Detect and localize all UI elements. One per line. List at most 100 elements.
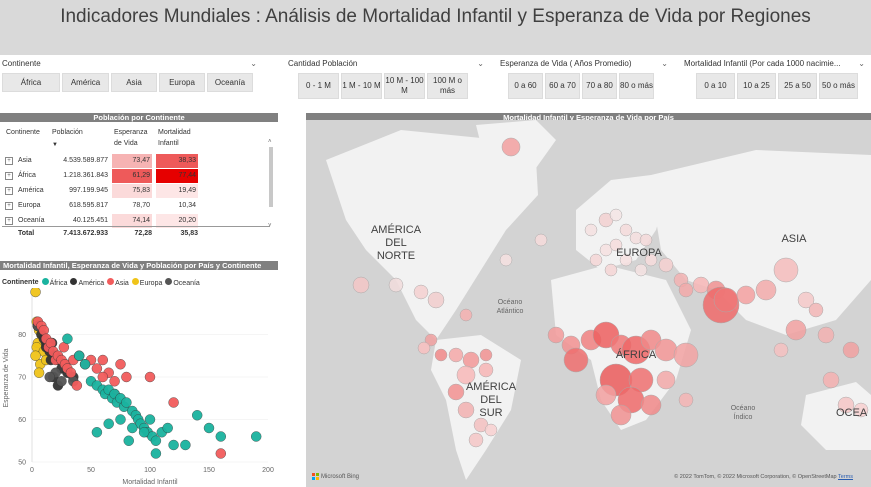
map-bubble[interactable] (755, 279, 777, 301)
chevron-down-icon[interactable]: ⌄ (858, 59, 865, 68)
map-bubble[interactable] (842, 341, 860, 359)
slicer-option-europa[interactable]: Europa (159, 73, 205, 92)
map-bubble[interactable] (619, 223, 633, 237)
scatter-chart[interactable]: 50 60 70 80 0 50 100 150 200 Mortalidad Infantil… (0, 288, 278, 487)
scatter-point-áfrica[interactable] (180, 439, 191, 451)
scatter-point-áfrica[interactable] (150, 448, 162, 459)
map-bubble[interactable] (692, 276, 710, 294)
scatter-point-asia[interactable] (97, 371, 109, 383)
map-terms-link[interactable]: Terms (838, 474, 853, 480)
scatter-point-áfrica[interactable] (168, 439, 179, 451)
map-bubble[interactable] (599, 243, 613, 257)
world-map[interactable]: AMÉRICA DEL NORTE EUROPA ASIA ÁFRICA AMÉ… (306, 120, 871, 487)
table-row[interactable]: + Asia 4.539.589.877 73,47 38,33 (2, 154, 270, 168)
slicer-option-1m-10m[interactable]: 1 M - 10 M (341, 73, 382, 99)
slicer-option-25-50[interactable]: 25 a 50 (778, 73, 817, 99)
slicer-option-60-70[interactable]: 60 a 70 (545, 73, 580, 99)
scatter-point-áfrica[interactable] (103, 418, 114, 429)
map-bubble[interactable] (837, 396, 855, 414)
scatter-point-europa[interactable] (33, 367, 45, 378)
map-bubble[interactable] (448, 347, 464, 363)
legend-item[interactable]: Europa (131, 278, 162, 287)
scatter-point-áfrica[interactable] (138, 427, 150, 438)
map-bubble[interactable] (658, 257, 674, 273)
map-bubble[interactable] (785, 319, 807, 341)
map-bubble[interactable] (736, 285, 756, 305)
legend-item[interactable]: Oceanía (165, 278, 200, 287)
map-bubble[interactable] (713, 287, 739, 313)
slicer-option-america[interactable]: América (62, 73, 109, 92)
scatter-point-asia[interactable] (215, 448, 227, 459)
map-bubble[interactable] (640, 394, 662, 416)
scatter-point-áfrica[interactable] (191, 410, 203, 421)
scatter-point-asia[interactable] (144, 371, 156, 383)
scatter-point-asia[interactable] (121, 371, 132, 383)
chevron-down-icon[interactable]: ⌄ (661, 59, 668, 68)
scatter-point-oceanía[interactable] (56, 376, 67, 387)
scatter-point-áfrica[interactable] (215, 431, 227, 442)
slicer-option-50-plus[interactable]: 50 o más (819, 73, 858, 99)
table-row[interactable]: + América 997.199.945 75,83 19,49 (2, 184, 270, 198)
expand-icon[interactable]: + (5, 157, 13, 165)
scatter-point-áfrica[interactable] (62, 333, 73, 344)
map-bubble[interactable] (462, 351, 480, 369)
slicer-option-oceania[interactable]: Oceanía (207, 73, 253, 92)
scatter-point-asia[interactable] (71, 380, 83, 391)
slicer-option-10m-100m[interactable]: 10 M - 100 M (384, 73, 425, 99)
map-bubble[interactable] (822, 371, 840, 389)
chevron-down-icon[interactable]: ˅ (268, 223, 272, 229)
map-bubble[interactable] (457, 401, 475, 419)
chevron-down-icon[interactable]: ⌄ (477, 59, 484, 68)
col-header-poblacion[interactable]: Población (52, 129, 83, 136)
scatter-point-asia[interactable] (97, 354, 109, 366)
slicer-option-0-10[interactable]: 0 a 10 (696, 73, 735, 99)
map-bubble[interactable] (609, 208, 623, 222)
map-bubble[interactable] (468, 432, 484, 448)
table-row[interactable]: + Oceanía 40.125.451 74,14 20,20 (2, 214, 270, 228)
slicer-option-0-60[interactable]: 0 a 60 (508, 73, 543, 99)
map-bubble[interactable] (619, 253, 633, 267)
map-bubble[interactable] (424, 333, 438, 347)
map-bubble[interactable] (584, 223, 598, 237)
scatter-point-asia[interactable] (115, 359, 126, 370)
slicer-option-10-25[interactable]: 10 a 25 (737, 73, 776, 99)
slicer-option-100m-plus[interactable]: 100 M o más (427, 73, 468, 99)
map-bubble[interactable] (634, 263, 648, 277)
expand-icon[interactable]: + (5, 172, 13, 180)
legend-item[interactable]: Asia (107, 278, 129, 287)
map-bubble[interactable] (817, 326, 835, 344)
scatter-point-asia[interactable] (168, 397, 179, 408)
map-bubble[interactable] (604, 263, 618, 277)
slicer-option-80-plus[interactable]: 80 o más (619, 73, 654, 99)
scatter-point-áfrica[interactable] (73, 350, 85, 361)
sort-desc-icon[interactable]: ▼ (52, 142, 58, 148)
map-bubble[interactable] (434, 348, 448, 362)
scatter-point-áfrica[interactable] (150, 435, 162, 446)
map-bubble[interactable] (589, 253, 603, 267)
map-bubble[interactable] (479, 348, 493, 362)
map-bubble[interactable] (654, 338, 678, 362)
map-bubble[interactable] (797, 291, 815, 309)
table-scrollbar[interactable]: ˄ ˅ (268, 139, 274, 231)
scatter-point-oceanía[interactable] (44, 371, 55, 383)
map-bubble[interactable] (853, 402, 869, 418)
map-bubble[interactable] (563, 347, 589, 373)
scatter-point-asia[interactable] (91, 363, 103, 374)
map-bubble[interactable] (595, 384, 617, 406)
chevron-down-icon[interactable]: ⌄ (250, 59, 257, 68)
map-bubble[interactable] (609, 238, 623, 252)
map-bubble[interactable] (656, 370, 676, 390)
scatter-point-asia[interactable] (109, 376, 120, 387)
map-bubble[interactable] (388, 277, 404, 293)
map-bubble[interactable] (417, 341, 431, 355)
scatter-point-áfrica[interactable] (115, 414, 126, 425)
map-bubble[interactable] (413, 284, 429, 300)
scatter-point-áfrica[interactable] (251, 431, 262, 442)
map-bubble[interactable] (501, 137, 521, 157)
map-bubble[interactable] (499, 253, 513, 267)
table-row[interactable]: + Europa 618.595.817 78,70 10,34 (2, 199, 270, 213)
scatter-point-áfrica[interactable] (121, 397, 132, 408)
col-header-continente[interactable]: Continente (6, 129, 40, 136)
slicer-option-70-80[interactable]: 70 a 80 (582, 73, 617, 99)
map-bubble[interactable] (352, 276, 370, 294)
